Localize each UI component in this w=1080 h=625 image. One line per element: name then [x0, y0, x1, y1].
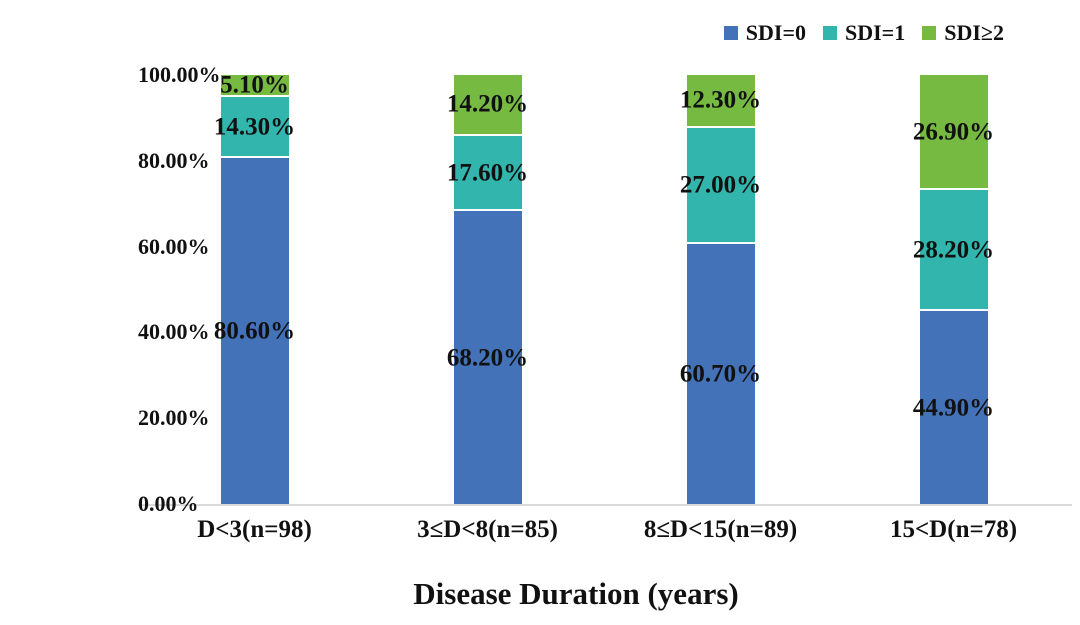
- legend-label: SDI=1: [845, 20, 906, 45]
- data-label: 27.00%: [679, 171, 762, 199]
- stacked-bar: 44.90% 28.20% 26.90%: [913, 75, 994, 504]
- x-axis-tick-label: D<3(n=98): [197, 516, 312, 543]
- data-label: 26.90%: [912, 118, 995, 146]
- stacked-bar: 68.20% 17.60% 14.20%: [447, 75, 528, 504]
- data-label: 80.60%: [213, 317, 296, 345]
- bar-column: 80.60% 14.30% 5.10%: [138, 71, 371, 504]
- bar-segment-sdi-2: 14.20%: [447, 75, 528, 136]
- legend-swatch-icon: [823, 26, 837, 40]
- legend-item-sdi-2: SDI≥2: [922, 20, 1004, 46]
- data-label: 44.90%: [912, 394, 995, 422]
- x-axis-tick-label: 8≤D<15(n=89): [643, 516, 798, 543]
- bar-column: 68.20% 17.60% 14.20%: [371, 75, 604, 504]
- bar-segment-sdi-0: 44.90%: [913, 311, 994, 504]
- legend-item-sdi-0: SDI=0: [723, 20, 806, 46]
- x-axis-tick-label: 3≤D<8(n=85): [417, 516, 558, 543]
- legend-swatch-icon: [922, 26, 937, 40]
- data-label: 60.70%: [679, 360, 762, 388]
- chart-legend: SDI=0 SDI=1 SDI≥2: [723, 20, 1004, 46]
- stacked-bar: 60.70% 27.00% 12.30%: [680, 75, 761, 504]
- legend-label: SDI=0: [745, 20, 806, 45]
- legend-swatch-icon: [723, 26, 738, 40]
- bar-segment-sdi-0: 60.70%: [680, 243, 761, 504]
- data-label: 14.20%: [446, 90, 529, 118]
- data-label: 5.10%: [220, 71, 289, 99]
- data-label: 14.30%: [213, 113, 296, 141]
- x-axis-title: Disease Duration (years): [413, 576, 739, 611]
- bar-segment-sdi-2: 12.30%: [680, 75, 761, 128]
- data-label: 28.20%: [912, 236, 995, 264]
- data-label: 12.30%: [679, 86, 762, 114]
- bar-column: 60.70% 27.00% 12.30%: [604, 75, 837, 504]
- bar-segment-sdi-1: 28.20%: [913, 190, 994, 312]
- legend-label: SDI≥2: [944, 20, 1004, 45]
- bar-column: 44.90% 28.20% 26.90%: [837, 75, 1070, 504]
- bar-segment-sdi-2: 5.10%: [220, 71, 289, 99]
- legend-item-sdi-1: SDI=1: [823, 20, 905, 46]
- stacked-bar: 80.60% 14.30% 5.10%: [214, 71, 295, 504]
- data-label: 17.60%: [446, 159, 529, 187]
- plot-area: 0.00% 20.00% 40.00% 60.00% 80.00% 100.00% 80.6…: [138, 62, 1072, 516]
- bar-segment-sdi-1: 17.60%: [447, 135, 528, 212]
- bar-segment-sdi-1: 14.30%: [214, 96, 295, 159]
- bar-segment-sdi-1: 27.00%: [680, 127, 761, 244]
- bar-segment-sdi-0: 68.20%: [447, 211, 528, 504]
- x-axis-tick-label: 15<D(n=78): [889, 516, 1018, 543]
- bar-segment-sdi-2: 26.90%: [913, 75, 994, 191]
- bar-segment-sdi-0: 80.60%: [214, 158, 295, 504]
- data-label: 68.20%: [446, 344, 529, 372]
